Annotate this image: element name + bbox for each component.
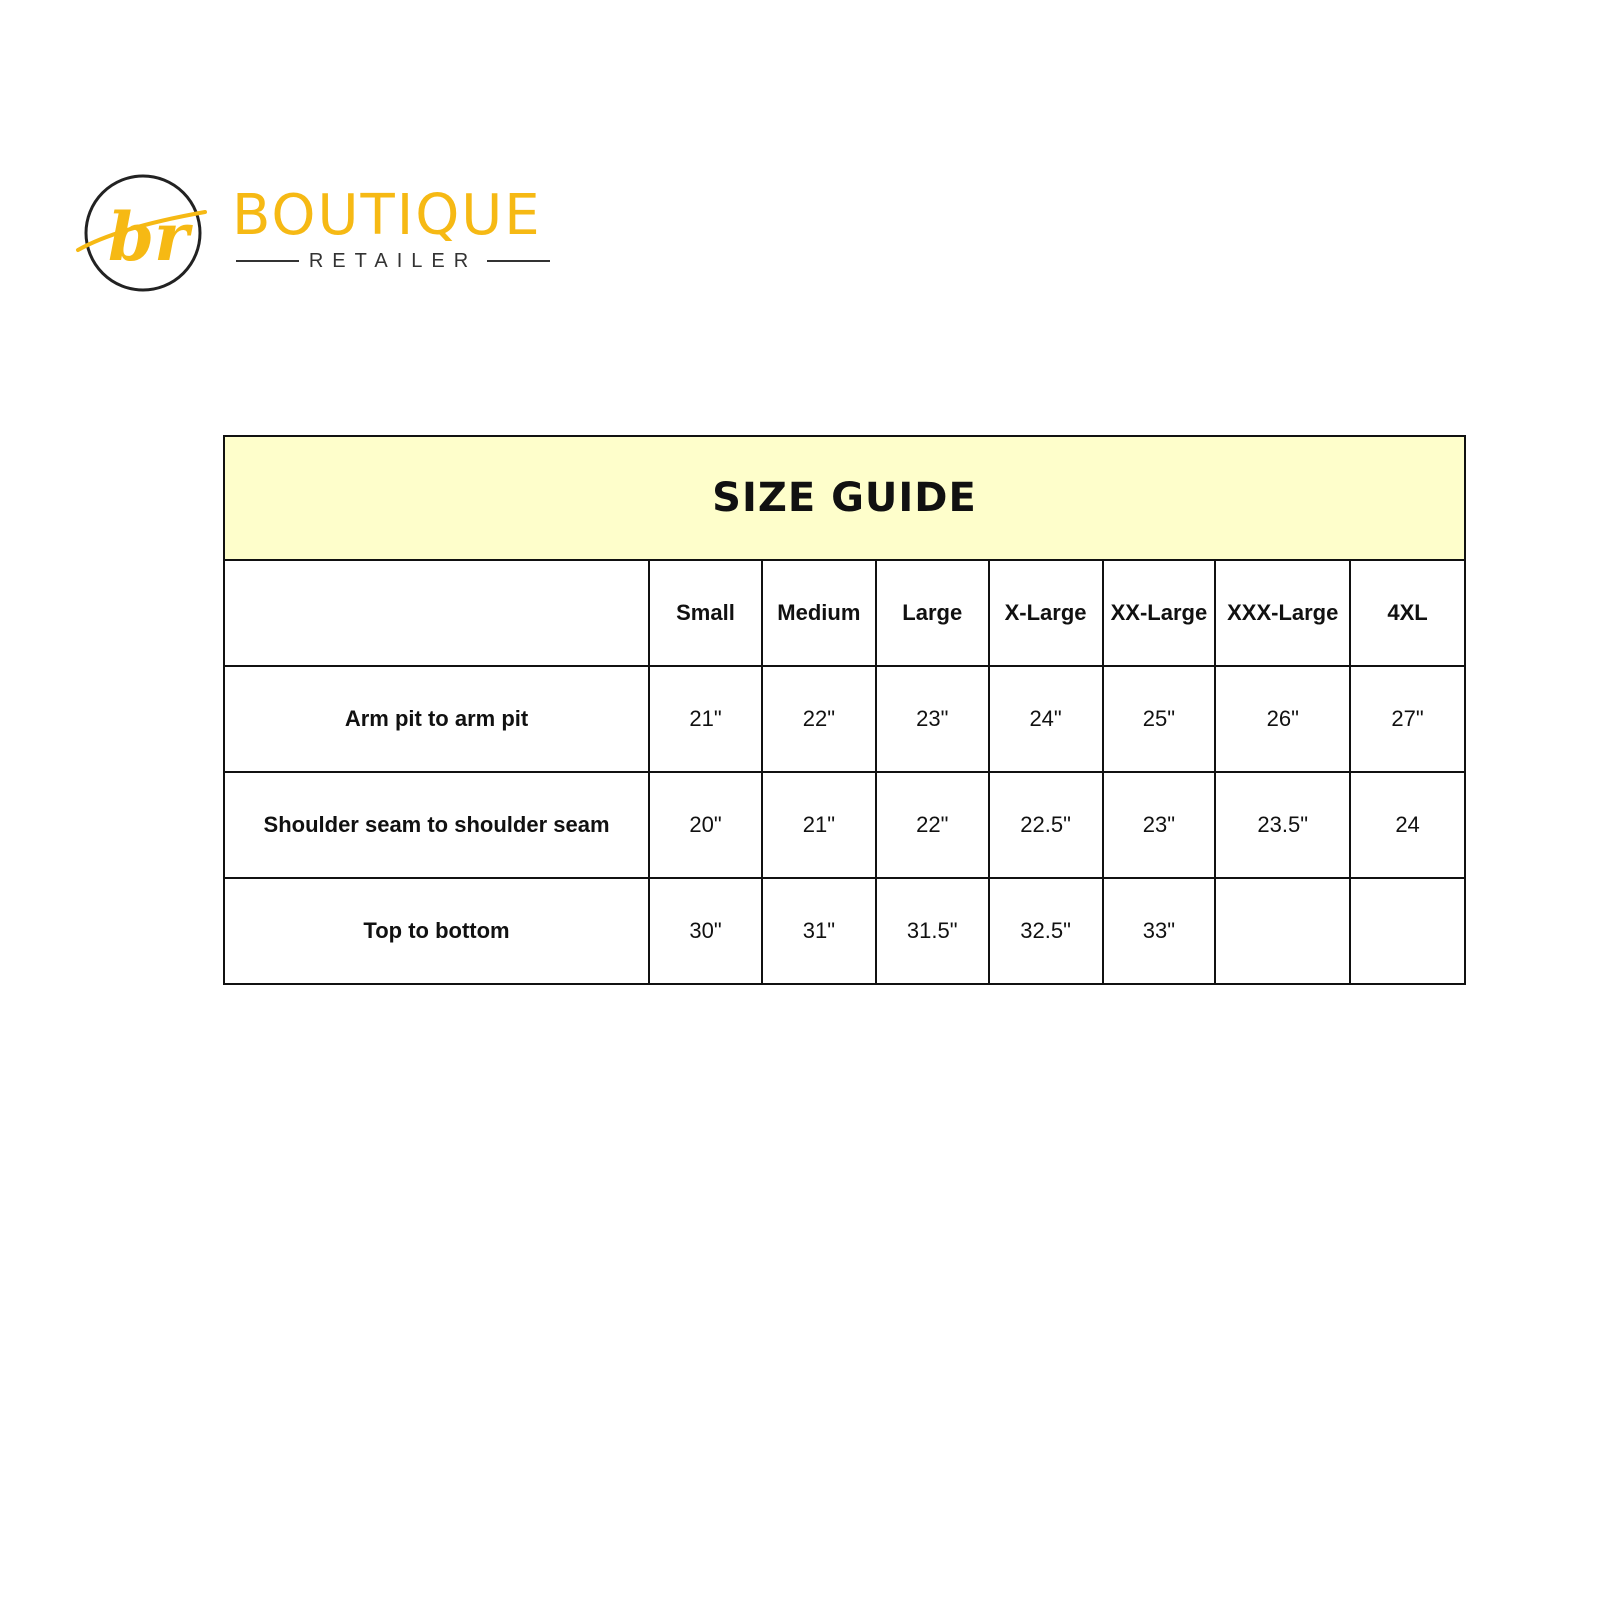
svg-text:br: br — [108, 198, 193, 276]
size-header: XXX-Large — [1214, 559, 1352, 667]
cell: 27" — [1349, 665, 1466, 773]
table-row: Top to bottom 30" 31" 31.5" 32.5" 33" — [222, 877, 1466, 985]
cell: 31" — [760, 877, 877, 985]
size-header: Small — [648, 559, 763, 667]
header-row: Small Medium Large X-Large XX-Large XXX-… — [222, 559, 1466, 667]
cell: 23" — [1101, 771, 1217, 879]
cell: 22.5" — [987, 771, 1104, 879]
divider — [236, 260, 299, 262]
size-header: XX-Large — [1101, 559, 1217, 667]
size-header: Medium — [760, 559, 877, 667]
cell: 23.5" — [1214, 771, 1352, 879]
empty-header-cell — [222, 559, 651, 667]
cell — [1214, 877, 1352, 985]
cell: 26" — [1214, 665, 1352, 773]
cell: 30" — [648, 877, 763, 985]
cell: 22" — [760, 665, 877, 773]
cell — [1349, 877, 1466, 985]
cell: 25" — [1101, 665, 1217, 773]
cell: 22" — [874, 771, 990, 879]
cell: 21" — [648, 665, 763, 773]
table-title: SIZE GUIDE — [223, 435, 1466, 561]
size-header: 4XL — [1349, 559, 1466, 667]
cell: 23" — [874, 665, 990, 773]
logo-monogram-icon: br — [76, 174, 207, 292]
cell: 24" — [987, 665, 1104, 773]
cell: 21" — [760, 771, 877, 879]
row-label: Top to bottom — [222, 877, 651, 985]
cell: 24 — [1349, 771, 1466, 879]
row-label: Shoulder seam to shoulder seam — [222, 771, 651, 879]
table-row: Arm pit to arm pit 21" 22" 23" 24" 25" 2… — [222, 665, 1466, 773]
size-header: X-Large — [987, 559, 1104, 667]
size-guide-table: SIZE GUIDE Small Medium Large X-Large XX… — [222, 435, 1466, 985]
cell: 20" — [648, 771, 763, 879]
cell: 33" — [1101, 877, 1217, 985]
cell: 32.5" — [987, 877, 1104, 985]
row-label: Arm pit to arm pit — [222, 665, 651, 773]
tagline-text: RETAILER — [308, 250, 478, 272]
size-header: Large — [874, 559, 990, 667]
table-row: Shoulder seam to shoulder seam 20" 21" 2… — [222, 771, 1466, 879]
brand-tagline: RETAILER — [236, 250, 551, 272]
brand-name: BOUTIQUE — [232, 183, 542, 248]
divider — [487, 260, 551, 262]
cell: 31.5" — [874, 877, 990, 985]
